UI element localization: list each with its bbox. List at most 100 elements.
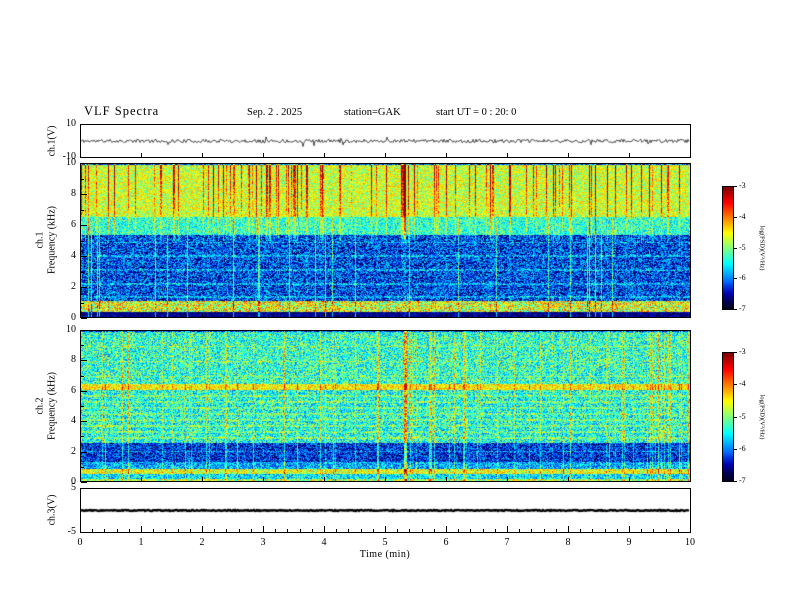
x-tick-label: 9 xyxy=(626,537,632,548)
axis-tick xyxy=(629,153,630,157)
y-tick-label: 5 xyxy=(71,482,76,493)
figure-title: VLF Spectra xyxy=(84,104,160,118)
x-tick-label: 1 xyxy=(138,537,144,548)
axis-tick xyxy=(397,529,399,532)
axis-tick xyxy=(81,194,87,195)
axis-tick xyxy=(629,526,630,532)
axis-tick xyxy=(81,241,84,242)
x-tick-label: 2 xyxy=(199,537,205,548)
colorbar-ch2 xyxy=(722,352,734,482)
axis-tick xyxy=(568,313,569,317)
y-tick-label: 8 xyxy=(71,354,76,366)
axis-tick xyxy=(81,287,87,288)
header-date: Sep. 2 . 2025 xyxy=(247,107,303,118)
axis-tick xyxy=(81,163,87,164)
axis-tick xyxy=(336,529,338,532)
axis-tick xyxy=(238,529,240,532)
axis-tick xyxy=(141,313,142,317)
axis-tick xyxy=(153,529,155,532)
y-tick-label: 10 xyxy=(66,157,76,168)
axis-tick xyxy=(263,526,264,532)
colorbar-tick-label: -3 xyxy=(739,181,746,190)
y-tick-label: 4 xyxy=(71,415,76,427)
colorbar-tick-label: -3 xyxy=(739,347,746,356)
colorbar-tick-label: -7 xyxy=(739,304,746,313)
ch1-axis-label-line1: ch.1 xyxy=(34,231,46,249)
y-tick-label: 4 xyxy=(71,250,76,261)
axis-tick xyxy=(690,313,691,317)
axis-tick xyxy=(263,313,264,317)
axis-tick xyxy=(202,526,203,532)
axis-tick xyxy=(446,477,447,481)
colorbar-ch1-canvas xyxy=(723,187,733,309)
colorbar-tick-label: -4 xyxy=(739,379,746,389)
axis-tick xyxy=(214,529,216,532)
axis-tick xyxy=(385,477,386,481)
colorbar-ch1-label: log(PSD)(V²/Hz) xyxy=(758,225,766,271)
axis-tick xyxy=(81,330,87,331)
axis-tick xyxy=(81,406,84,407)
axis-tick xyxy=(446,153,447,157)
y-tick-label: 2 xyxy=(71,445,76,457)
axis-tick xyxy=(81,256,87,257)
colorbar-ch2-canvas xyxy=(723,353,733,481)
axis-tick xyxy=(690,526,691,532)
ch1-spectrogram-canvas xyxy=(81,164,690,317)
axis-tick xyxy=(734,217,737,218)
ch1-waveform-canvas xyxy=(81,125,690,157)
axis-tick xyxy=(81,345,84,346)
colorbar-tick-label: -6 xyxy=(739,443,746,453)
axis-tick xyxy=(446,526,447,532)
y-tick-label: -5 xyxy=(67,526,76,537)
axis-tick xyxy=(81,391,87,392)
axis-tick xyxy=(324,526,325,532)
x-tick-label: 6 xyxy=(443,537,449,548)
axis-tick xyxy=(507,153,508,157)
axis-tick xyxy=(81,225,87,226)
y-tick-label: 0 xyxy=(71,476,76,487)
ch2-frequency-axis-label: ch.2 Frequency (kHz) xyxy=(35,372,58,440)
axis-tick xyxy=(81,452,87,453)
axis-tick xyxy=(80,477,81,481)
axis-tick xyxy=(81,376,84,377)
axis-tick xyxy=(141,526,142,532)
axis-tick xyxy=(482,529,484,532)
axis-tick xyxy=(507,313,508,317)
axis-tick xyxy=(507,526,508,532)
axis-tick xyxy=(604,529,606,532)
ch1-axis-label-line2: Frequency (kHz) xyxy=(46,205,57,275)
axis-tick xyxy=(734,352,737,353)
panel-ch1-spectrogram xyxy=(80,163,691,318)
axis-tick xyxy=(385,526,386,532)
axis-tick xyxy=(385,153,386,157)
ch3-waveform-canvas xyxy=(81,489,690,532)
y-tick-label: -10 xyxy=(62,151,76,162)
axis-tick xyxy=(734,248,737,249)
axis-tick xyxy=(409,529,411,532)
axis-tick xyxy=(555,529,557,532)
axis-tick xyxy=(543,529,545,532)
axis-tick xyxy=(507,477,508,481)
axis-tick xyxy=(116,529,118,532)
axis-tick xyxy=(734,186,737,187)
axis-tick xyxy=(141,153,142,157)
ch3-voltage-axis-label: ch.3(V) xyxy=(46,494,58,526)
axis-tick xyxy=(629,477,630,481)
colorbar-tick-label: -6 xyxy=(739,273,746,283)
axis-tick xyxy=(568,526,569,532)
colorbar-ch1 xyxy=(722,186,734,310)
axis-tick xyxy=(360,529,362,532)
axis-tick xyxy=(81,210,84,211)
axis-tick xyxy=(80,313,81,317)
axis-tick xyxy=(470,529,472,532)
x-tick-label: 10 xyxy=(685,537,695,548)
x-axis-title: Time (min) xyxy=(359,549,411,560)
axis-tick xyxy=(568,477,569,481)
ch1-frequency-axis-label: ch.1 Frequency (kHz) xyxy=(35,206,58,274)
axis-tick xyxy=(177,529,179,532)
axis-tick xyxy=(616,529,618,532)
x-tick-label: 7 xyxy=(504,537,510,548)
y-tick-label: 2 xyxy=(71,281,76,292)
axis-tick xyxy=(81,318,87,319)
y-tick-label: 10 xyxy=(66,324,76,335)
